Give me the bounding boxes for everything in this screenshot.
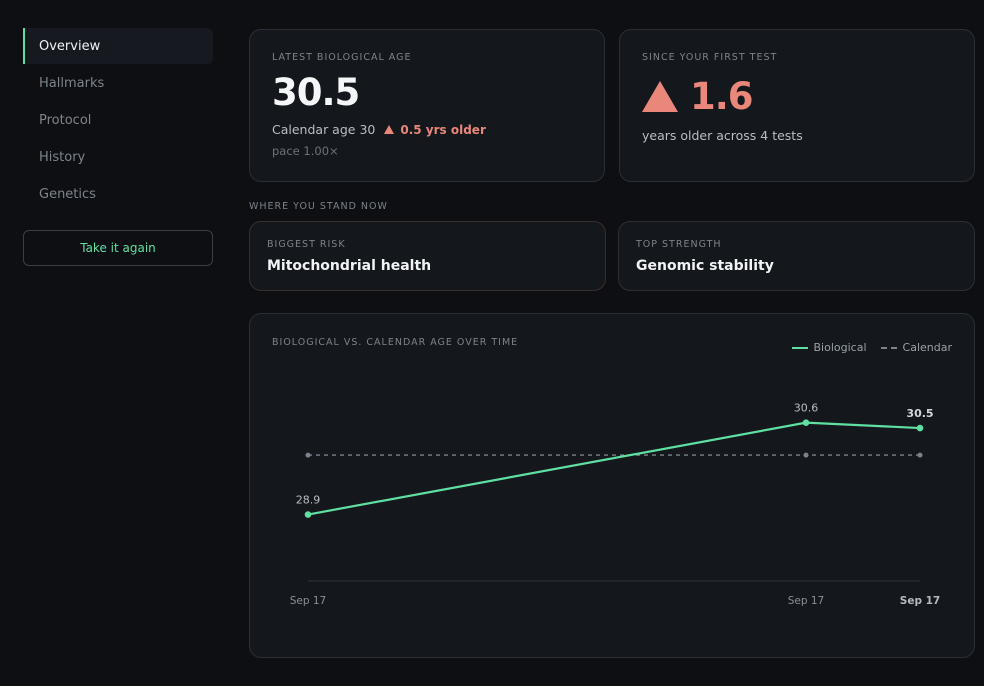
calendar-point [803,452,809,458]
sidebar-item-protocol[interactable]: Protocol [39,112,92,128]
biological-point [304,511,312,518]
pace-text: pace 1.00× [272,144,339,158]
legend-calendar-label: Calendar [902,341,952,354]
triangle-up-icon [642,81,678,112]
biological-point [916,424,924,432]
sidebar-item-history[interactable]: History [39,149,86,165]
biological-age-value: 30.5 [272,71,360,114]
sidebar-item-hallmarks[interactable]: Hallmarks [39,75,105,91]
data-label: 30.6 [794,402,819,415]
x-tick-label: Sep 17 [290,595,327,607]
since-value: 1.6 [690,75,754,118]
biological-series-line [307,421,921,516]
x-tick-label: Sep 17 [900,595,940,607]
age-chart-card: BIOLOGICAL VS. CALENDAR AGE OVER TIME Bi… [249,313,975,658]
legend-biological-swatch [791,346,808,349]
since-first-test-card: SINCE YOUR FIRST TEST 1.6 years older ac… [619,29,975,182]
biological-point [802,419,810,426]
triangle-up-icon [384,125,395,134]
biggest-risk-value: Mitochondrial health [267,258,432,274]
x-tick-label: Sep 17 [788,595,825,607]
biggest-risk-card[interactable]: BIGGEST RISK Mitochondrial health [249,221,606,291]
sidebar: Overview Hallmarks Protocol History Gene… [23,28,213,266]
legend-calendar-swatch [880,346,897,349]
since-first-test-caption: SINCE YOUR FIRST TEST [642,52,778,63]
top-strength-caption: TOP STRENGTH [636,239,722,250]
age-delta: 0.5 yrs older [384,123,486,137]
chart-legend: Biological Calendar [791,341,952,354]
sidebar-item-genetics[interactable]: Genetics [39,186,96,202]
calendar-age-text: Calendar age 30 [272,122,376,137]
calendar-point [917,452,923,458]
section-title: WHERE YOU STAND NOW [249,201,388,212]
age-line-chart: 28.9 30.6 30.5 Sep 17 Sep 17 Sep 17 [290,402,940,607]
data-label: 28.9 [296,494,321,507]
since-subtext: years older across 4 tests [642,128,803,143]
sidebar-item-overview[interactable]: Overview [23,28,213,64]
biological-age-card: LATEST BIOLOGICAL AGE 30.5 Calendar age … [249,29,605,182]
legend-biological-label: Biological [813,341,867,354]
chart-title: BIOLOGICAL VS. CALENDAR AGE OVER TIME [272,337,519,348]
biological-age-caption: LATEST BIOLOGICAL AGE [272,52,412,63]
calendar-age-line: Calendar age 30 0.5 yrs older [272,122,582,137]
since-value-row: 1.6 [642,75,952,118]
biggest-risk-caption: BIGGEST RISK [267,239,346,250]
age-delta-text: 0.5 yrs older [400,122,486,137]
top-strength-card[interactable]: TOP STRENGTH Genomic stability [618,221,975,291]
calendar-point [305,452,311,458]
data-label: 30.5 [906,407,933,420]
top-strength-value: Genomic stability [636,258,774,274]
take-it-again-button[interactable]: Take it again [23,230,213,266]
